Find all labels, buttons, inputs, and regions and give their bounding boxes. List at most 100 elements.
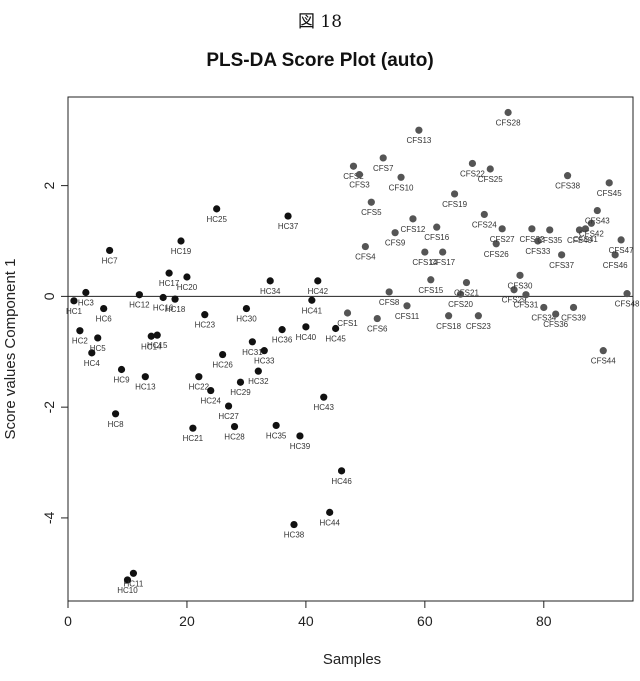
x-axis-label: Samples (323, 651, 381, 668)
data-point-label: HC37 (278, 222, 299, 231)
data-point-label: HC32 (248, 377, 269, 386)
data-point-label: HC46 (331, 477, 352, 486)
data-point-label: CFS48 (615, 300, 640, 309)
data-point (130, 570, 137, 577)
data-point (136, 291, 143, 298)
data-point (540, 304, 547, 311)
data-point (403, 302, 410, 309)
data-point (344, 309, 351, 316)
data-point-label: HC9 (114, 375, 131, 384)
data-point (148, 333, 155, 340)
x-tick-label: 20 (179, 613, 195, 629)
data-point (439, 248, 446, 255)
data-point-label: CFS33 (525, 247, 550, 256)
data-point (362, 243, 369, 250)
y-axis-label: Score values Component 1 (2, 259, 19, 440)
data-point (421, 248, 428, 255)
data-point-label: CFS37 (549, 261, 574, 270)
x-tick-label: 0 (64, 613, 72, 629)
data-point (213, 205, 220, 212)
data-point-label: CFS3 (349, 181, 370, 190)
y-tick-label: 0 (41, 292, 57, 300)
data-point-label: HC36 (272, 336, 293, 345)
data-point (207, 387, 214, 394)
data-points: HC1HC2HC3HC4HC5HC6HC7HC8HC9HC10HC11HC12H… (66, 109, 640, 595)
data-point-label: HC40 (296, 333, 317, 342)
data-point-label: CFS30 (508, 281, 533, 290)
data-point-label: CFS27 (490, 235, 515, 244)
data-point (594, 207, 601, 214)
data-point-label: HC22 (189, 383, 210, 392)
data-point (546, 226, 553, 233)
data-point (154, 332, 161, 339)
data-point-label: HC6 (96, 315, 113, 324)
y-tick-label: -4 (41, 511, 57, 524)
data-point-label: CFS23 (466, 322, 491, 331)
data-point-label: CFS42 (579, 229, 604, 238)
x-tick-label: 80 (536, 613, 552, 629)
data-point (522, 291, 529, 298)
data-point-label: HC2 (72, 337, 89, 346)
data-point-label: CFS35 (537, 236, 562, 245)
data-point-label: CFS47 (609, 246, 634, 255)
data-point (255, 368, 262, 375)
data-point-label: CFS45 (597, 189, 622, 198)
data-point (516, 272, 523, 279)
data-point-label: CFS38 (555, 182, 580, 191)
data-point (451, 190, 458, 197)
data-point (320, 394, 327, 401)
data-point (397, 174, 404, 181)
data-point-label: HC21 (183, 434, 204, 443)
data-point-label: CFS12 (400, 225, 425, 234)
data-point-label: HC42 (308, 287, 329, 296)
data-point (100, 305, 107, 312)
data-point-label: HC25 (206, 215, 227, 224)
data-point (177, 237, 184, 244)
data-point-label: HC44 (319, 518, 340, 527)
data-point-label: CFS17 (430, 258, 455, 267)
x-tick-label: 60 (417, 613, 433, 629)
data-point (386, 288, 393, 295)
data-point (308, 297, 315, 304)
data-point-label: HC27 (218, 412, 239, 421)
data-point (82, 289, 89, 296)
data-point (552, 311, 559, 318)
data-point (171, 296, 178, 303)
data-point (273, 422, 280, 429)
data-point (183, 273, 190, 280)
data-point-label: CFS39 (561, 313, 586, 322)
data-point (499, 225, 506, 232)
data-point-label: CFS7 (373, 164, 394, 173)
data-point (368, 199, 375, 206)
y-axis: -4-202 (41, 182, 68, 525)
data-point-label: HC3 (78, 299, 95, 308)
data-point (326, 509, 333, 516)
data-point-label: CFS19 (442, 200, 467, 209)
data-point (528, 225, 535, 232)
data-point (350, 163, 357, 170)
data-point (356, 171, 363, 178)
data-point (118, 366, 125, 373)
x-tick-label: 40 (298, 613, 314, 629)
data-point (570, 304, 577, 311)
data-point-label: CFS15 (418, 286, 443, 295)
data-point (623, 290, 630, 297)
data-point (463, 279, 470, 286)
data-point-label: CFS13 (406, 136, 431, 145)
data-point-label: CFS4 (355, 253, 376, 262)
data-point (374, 315, 381, 322)
data-point (296, 432, 303, 439)
data-point (195, 373, 202, 380)
data-point-label: HC30 (236, 315, 257, 324)
data-point (249, 338, 256, 345)
data-point (70, 297, 77, 304)
data-point (487, 165, 494, 172)
data-point (76, 327, 83, 334)
data-point (166, 270, 173, 277)
y-tick-label: -2 (41, 401, 57, 414)
data-point (409, 215, 416, 222)
data-point-label: CFS25 (478, 175, 503, 184)
data-point (600, 347, 607, 354)
x-axis: 0 20 40 60 80 (64, 601, 552, 629)
data-point-label: CFS10 (389, 183, 414, 192)
